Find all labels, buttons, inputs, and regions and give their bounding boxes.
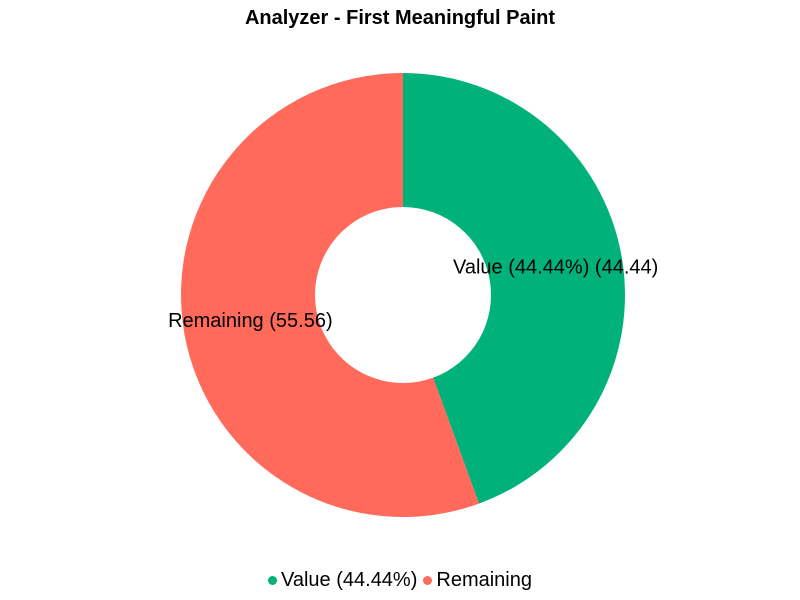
legend-label-remaining: Remaining [436, 569, 532, 591]
slice-label-value: Value (44.44%) (44.44) [453, 256, 658, 278]
slice-remaining[interactable] [181, 73, 479, 517]
legend-label-value: Value (44.44%) [281, 569, 418, 591]
chart-title: Analyzer - First Meaningful Paint [244, 7, 556, 29]
legend-item-remaining[interactable]: Remaining [423, 566, 532, 594]
legend-marker-icon [423, 575, 433, 585]
slice-value[interactable] [403, 73, 626, 504]
legend-marker-icon [268, 575, 277, 585]
legend-item-value[interactable]: Value (44.44%) [268, 566, 417, 594]
slice-label-remaining: Remaining (55.56) [168, 310, 333, 332]
legend: Value (44.44%) Remaining [0, 566, 800, 594]
